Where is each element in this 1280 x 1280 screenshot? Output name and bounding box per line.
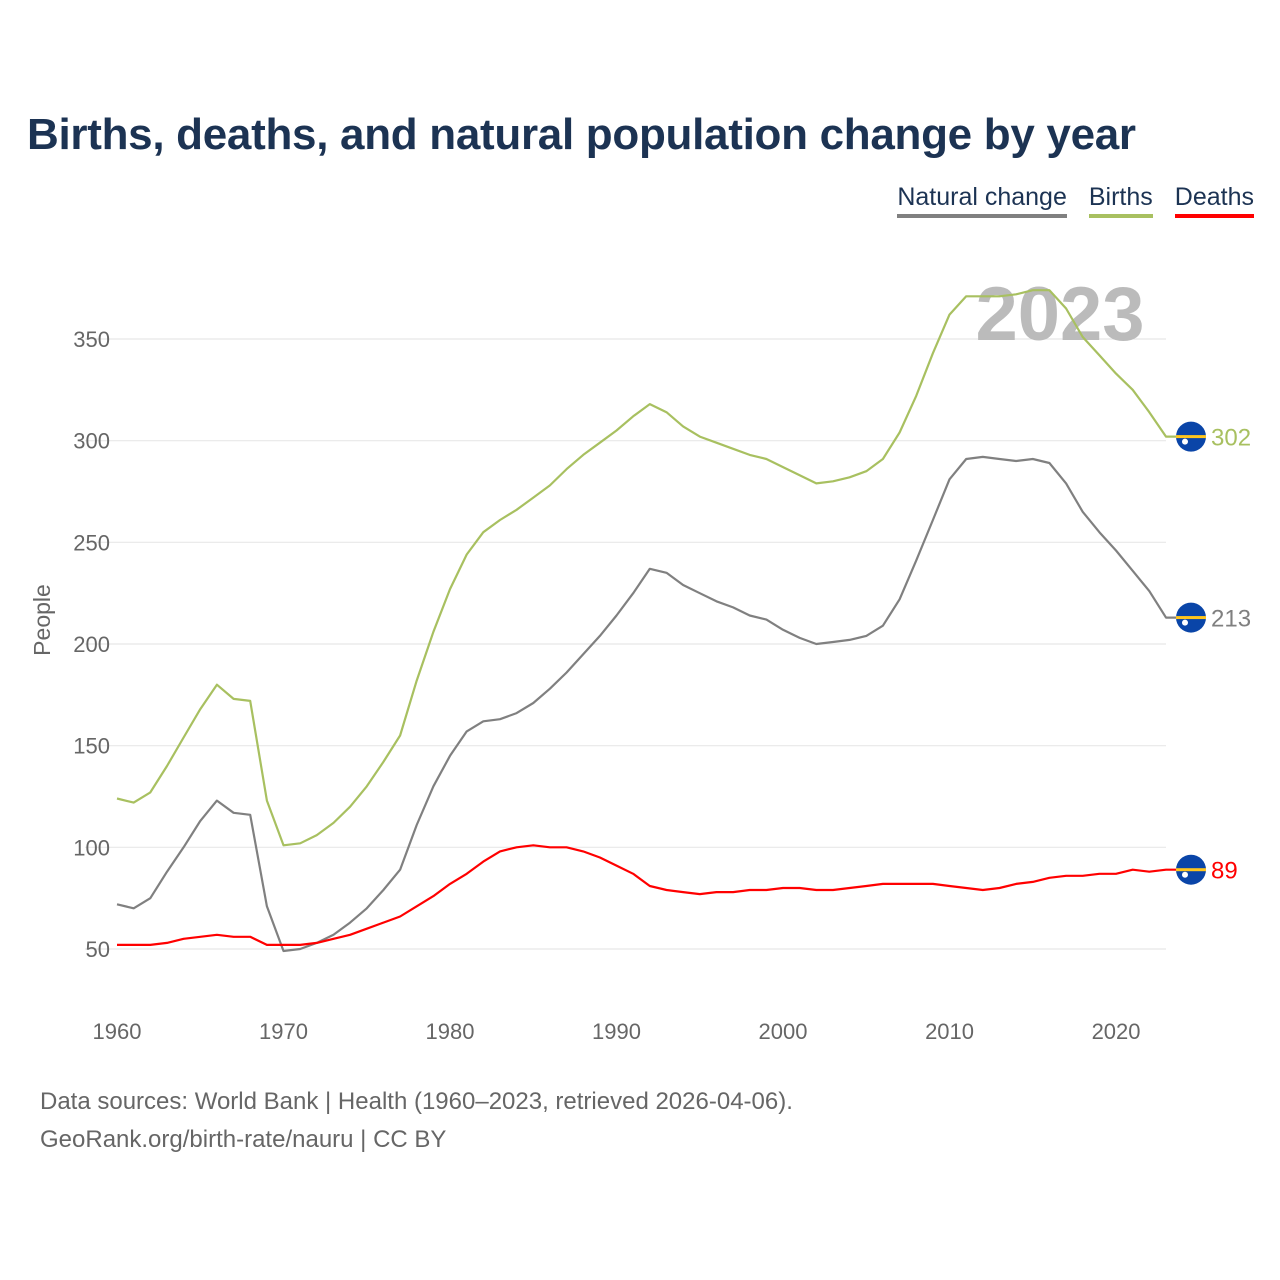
flag-stripe <box>1176 435 1206 439</box>
y-tick-label: 250 <box>73 530 110 555</box>
y-axis-label: People <box>29 584 55 656</box>
end-label-births: 302 <box>1211 425 1251 452</box>
x-tick-label: 1970 <box>259 1019 308 1044</box>
year-watermark: 2023 <box>975 272 1144 357</box>
flag-star <box>1182 619 1188 626</box>
y-tick-label: 300 <box>73 429 110 454</box>
footer-sources: Data sources: World Bank | Health (1960–… <box>40 1088 793 1115</box>
series-line-births <box>116 289 1176 847</box>
legend-deaths[interactable]: Deaths <box>1174 183 1254 218</box>
legend: Natural change Births Deaths <box>897 183 1254 218</box>
y-tick-label: 350 <box>73 327 110 352</box>
legend-births[interactable]: Births <box>1088 183 1153 218</box>
nauru-flag-icon <box>1176 421 1206 452</box>
x-tick-label: 1960 <box>93 1019 142 1044</box>
flag-stripe <box>1176 616 1206 620</box>
footer-attribution[interactable]: GeoRank.org/birth-rate/nauru | CC BY <box>40 1126 447 1153</box>
nauru-flag-icon <box>1176 854 1206 885</box>
flag-stripe <box>1176 868 1206 872</box>
x-tick-label: 2000 <box>759 1019 808 1044</box>
y-tick-label: 100 <box>73 835 110 860</box>
y-tick-label: 200 <box>73 632 110 657</box>
x-tick-label: 1990 <box>592 1019 641 1044</box>
flag-star <box>1182 438 1188 445</box>
series-line-natural-change <box>116 455 1176 953</box>
x-tick-label: 2020 <box>1092 1019 1141 1044</box>
x-tick-label: 2010 <box>925 1019 974 1044</box>
y-tick-label: 150 <box>73 734 110 759</box>
chart-title: Births, deaths, and natural population c… <box>27 110 1136 159</box>
x-tick-label: 1980 <box>426 1019 475 1044</box>
y-tick-label: 50 <box>86 937 110 962</box>
legend-natural-change[interactable]: Natural change <box>897 183 1067 218</box>
end-label-natural-change: 213 <box>1211 606 1251 633</box>
flag-star <box>1182 871 1188 878</box>
series-line-deaths <box>117 844 1176 946</box>
end-label-deaths: 89 <box>1211 858 1238 885</box>
nauru-flag-icon <box>1176 602 1206 633</box>
